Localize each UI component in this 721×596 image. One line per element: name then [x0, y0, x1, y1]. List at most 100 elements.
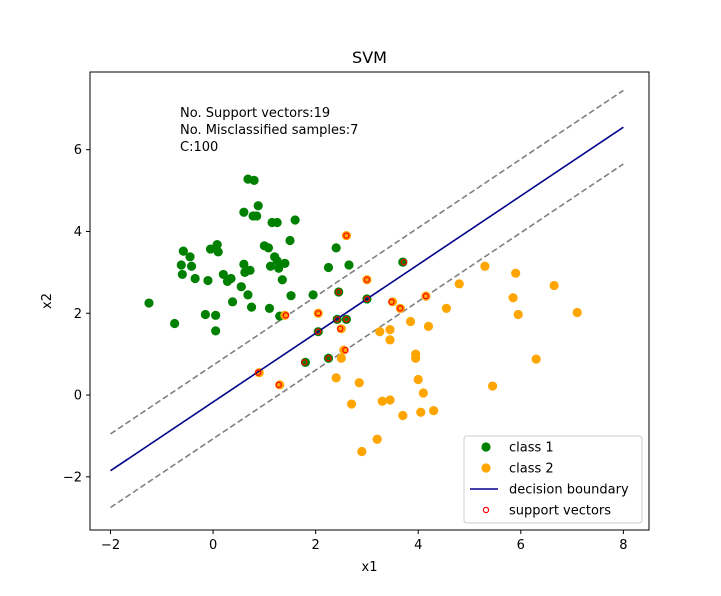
class-1-point — [290, 215, 300, 225]
class-2-point — [398, 410, 408, 421]
x-tick-label: 2 — [312, 538, 320, 553]
class-1-point — [245, 265, 255, 275]
class-2-point — [480, 261, 490, 271]
class-2-point — [372, 434, 382, 444]
class-1-point — [252, 211, 262, 221]
y-tick-label: 2 — [74, 307, 82, 322]
support-vector-point — [397, 305, 404, 312]
y-tick-label: 0 — [74, 389, 82, 404]
decision-boundary-line — [110, 126, 624, 472]
class-1-point — [186, 261, 197, 271]
class-1-point — [272, 217, 282, 228]
class-1-point — [239, 259, 249, 269]
class-2-point — [531, 354, 541, 364]
class-2-point — [341, 230, 352, 241]
chart-title: SVM — [352, 48, 387, 67]
annotation-line: No. Support vectors:19 — [180, 106, 330, 121]
support-vector-point — [363, 276, 371, 283]
class-1-point — [286, 291, 296, 301]
support-vector-point — [301, 359, 308, 366]
class-1-point — [331, 243, 341, 253]
class-1-point — [263, 243, 274, 253]
x-tick-label: 6 — [517, 538, 525, 553]
class-1-point — [272, 256, 282, 266]
class-2-point — [423, 321, 434, 331]
class-1-point — [341, 314, 352, 325]
class-2-point — [385, 335, 395, 345]
class-2-point — [454, 279, 464, 289]
plot-frame — [89, 71, 650, 531]
legend-marker — [482, 506, 490, 514]
class-2-point — [385, 325, 395, 335]
class-2-point — [511, 268, 521, 278]
legend: class 1 class 2 decision boundary support v… — [463, 435, 643, 524]
legend-marker — [481, 463, 491, 473]
class-2-point — [411, 353, 421, 363]
class-1-point — [227, 297, 238, 307]
class-2-point — [487, 381, 498, 391]
class-2-point — [357, 446, 367, 457]
class-1-point — [144, 298, 154, 308]
legend-label: class 1 — [509, 441, 554, 456]
class-1-point — [203, 275, 213, 286]
class-1-point — [200, 309, 210, 320]
support-vector-point — [363, 295, 371, 303]
class-2-point — [339, 345, 349, 355]
class-1-point — [178, 246, 188, 256]
class-2-point — [416, 407, 426, 417]
class-1-point — [253, 201, 263, 211]
class-2-point — [405, 316, 416, 327]
support-vector-point — [343, 316, 350, 323]
class-1-point — [226, 273, 236, 284]
support-vector-point — [315, 310, 322, 317]
class-2-point — [336, 353, 346, 363]
support-vector-point — [275, 381, 282, 389]
y-tick-label: 4 — [74, 225, 82, 240]
support-vector-point — [388, 298, 395, 306]
support-vector-point — [315, 328, 322, 335]
class-2-point — [385, 395, 395, 405]
margin-line-lower — [110, 163, 624, 509]
class-2-point — [354, 378, 364, 388]
class-1-point — [274, 263, 284, 273]
x-tick-label: −2 — [101, 538, 120, 553]
class-1-point — [249, 175, 259, 185]
x-tick-label: 0 — [209, 538, 217, 553]
support-vector-point — [337, 325, 344, 333]
class-2-point — [413, 374, 423, 385]
class-2-point — [375, 327, 385, 337]
class-1-point — [170, 318, 180, 329]
class-1-point — [218, 269, 228, 280]
legend-label: class 2 — [509, 462, 554, 477]
support-vector-point — [342, 346, 349, 354]
class-1-point — [190, 273, 200, 284]
class-2-point — [346, 399, 357, 409]
annotation-line: No. Misclassified samples:7 — [180, 123, 358, 138]
class-2-point — [362, 275, 372, 285]
class-1-point — [239, 207, 249, 217]
class-2-point — [331, 373, 341, 383]
support-vector-point — [343, 232, 350, 239]
class-1-point — [185, 252, 195, 262]
legend-label: decision boundary — [509, 483, 629, 498]
class-1-point — [236, 282, 246, 292]
class-1-point — [280, 258, 290, 268]
y-tick-label: 6 — [74, 143, 82, 158]
support-vector-point — [422, 292, 430, 300]
class-1-point — [323, 353, 334, 363]
support-vector-point — [255, 369, 262, 376]
class-1-point — [323, 262, 334, 273]
support-vector-point — [282, 312, 290, 319]
class-1-point — [265, 261, 276, 271]
class-1-point — [211, 326, 221, 336]
support-vector-point — [335, 288, 342, 296]
class-1-point — [246, 302, 257, 312]
legend-marker — [481, 442, 491, 452]
class-2-point — [572, 307, 582, 318]
class-2-point — [549, 280, 559, 291]
x-tick-label: 8 — [619, 538, 627, 553]
class-2-point — [395, 303, 405, 313]
annotation-line: C:100 — [180, 140, 218, 155]
support-vector-point — [333, 316, 341, 323]
